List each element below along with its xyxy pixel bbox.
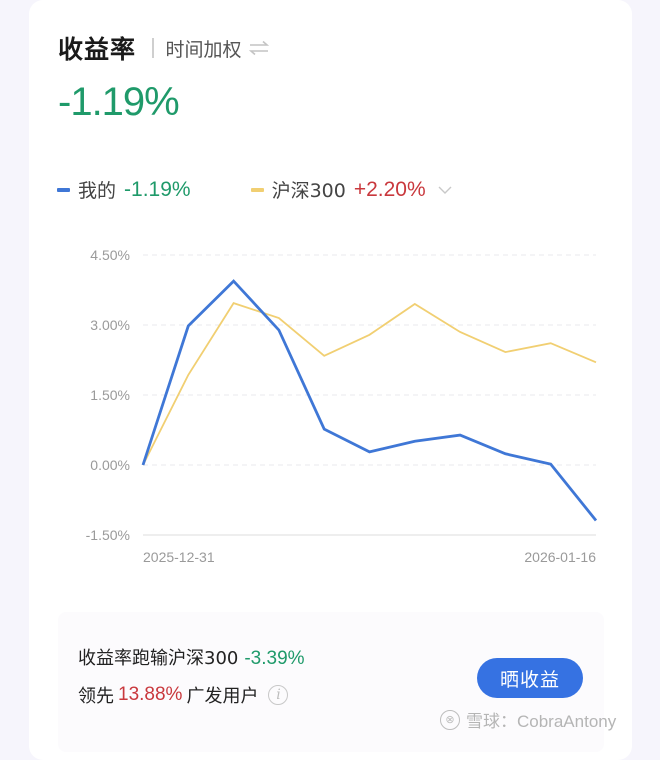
svg-text:1.50%: 1.50% — [90, 387, 130, 403]
chart-series — [141, 279, 598, 522]
legend-value: -1.19% — [124, 177, 191, 201]
benchmark-comparison: 收益率跑输沪深300 -3.39% — [78, 644, 305, 670]
svg-text:2025-12-31: 2025-12-31 — [143, 549, 215, 565]
watermark-text: 雪球：CobraAntony — [466, 712, 617, 731]
swap-arrows-icon[interactable] — [248, 40, 270, 56]
series-line-benchmark — [142, 302, 597, 466]
share-returns-button[interactable]: 晒收益 — [477, 658, 583, 698]
legend-swatch-mine — [57, 187, 70, 192]
lead-suffix: 广发用户 — [186, 686, 259, 707]
y-axis-labels: 4.50% 3.00% 1.50% 0.00% -1.50% — [86, 247, 130, 543]
divider — [152, 38, 154, 58]
svg-text:0.00%: 0.00% — [90, 457, 130, 473]
user-rank: 领先 13.88% 广发用户 i — [78, 682, 289, 708]
legend-value: +2.20% — [353, 177, 426, 201]
chart-grid — [143, 254, 596, 536]
svg-text:-1.50%: -1.50% — [86, 527, 130, 543]
info-icon[interactable]: i — [268, 685, 289, 705]
svg-text:3.00%: 3.00% — [90, 317, 130, 333]
chevron-down-icon[interactable] — [438, 185, 452, 195]
watermark: ⊗ 雪球：CobraAntony — [440, 707, 616, 732]
total-return-value: -1.19% — [58, 80, 180, 124]
legend-item-mine[interactable]: 我的 -1.19% — [57, 176, 191, 203]
lead-value: 13.88% — [118, 684, 183, 705]
series-line-mine — [141, 279, 598, 522]
legend-label: 沪深300 — [271, 180, 346, 202]
svg-text:4.50%: 4.50% — [90, 247, 130, 263]
lead-prefix: 领先 — [78, 686, 114, 707]
page-title: 收益率 — [58, 35, 137, 64]
svg-text:2026-01-16: 2026-01-16 — [524, 549, 596, 565]
legend-item-benchmark[interactable]: 沪深300 +2.20% — [250, 176, 452, 203]
legend-label: 我的 — [78, 180, 117, 202]
xueqiu-logo-icon: ⊗ — [440, 709, 460, 730]
legend-swatch-benchmark — [250, 187, 264, 192]
comparison-text: 收益率跑输沪深300 — [78, 648, 239, 669]
returns-line-chart[interactable]: 4.50%3.00%1.50%0.00%-1.50% 2025-12-31 202… — [0, 0, 660, 600]
x-axis-labels: 2025-12-31 2026-01-16 — [143, 549, 596, 565]
weighting-mode-label[interactable]: 时间加权 — [165, 38, 242, 61]
header: 收益率 时间加权 — [58, 30, 270, 66]
comparison-value: -3.39% — [244, 648, 305, 669]
chart-legend: 我的 -1.19% 沪深300 +2.20% — [57, 176, 452, 203]
